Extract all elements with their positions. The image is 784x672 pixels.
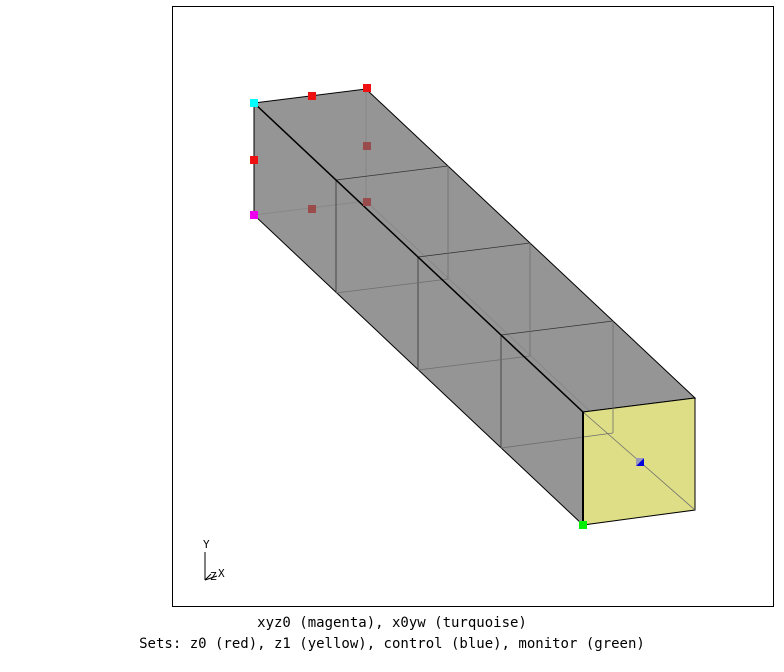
element-divisions-hidden: [335, 166, 696, 511]
beam-body: [252, 88, 697, 527]
y-axis-label: Y: [203, 538, 210, 551]
marker-caption: xyz0 (magenta), x0yw (turquoise): [257, 615, 527, 631]
x-axis-label: X: [218, 567, 225, 580]
element-divisions: [335, 165, 614, 448]
z0-node-marker: [363, 84, 371, 92]
z0-node-marker: [250, 156, 258, 164]
axis-triad: Y Z X: [203, 538, 225, 583]
node-markers: [250, 84, 644, 529]
top-left-edge: [253, 102, 584, 413]
monitor-node-marker: [579, 521, 587, 529]
z0-node-marker: [363, 198, 371, 206]
z0-node-marker: [363, 142, 371, 150]
beam-mesh-view: Y Z X: [203, 84, 697, 583]
z0-node-marker: [308, 92, 316, 100]
sets-caption: Sets: z0 (red), z1 (yellow), control (bl…: [139, 636, 645, 652]
z0-node-marker: [308, 205, 316, 213]
3d-viewport[interactable]: Y Z X: [172, 6, 774, 607]
z-axis-label: Z: [210, 570, 217, 583]
x0yw-node-marker: [250, 99, 258, 107]
xyz0-node-marker: [250, 211, 258, 219]
